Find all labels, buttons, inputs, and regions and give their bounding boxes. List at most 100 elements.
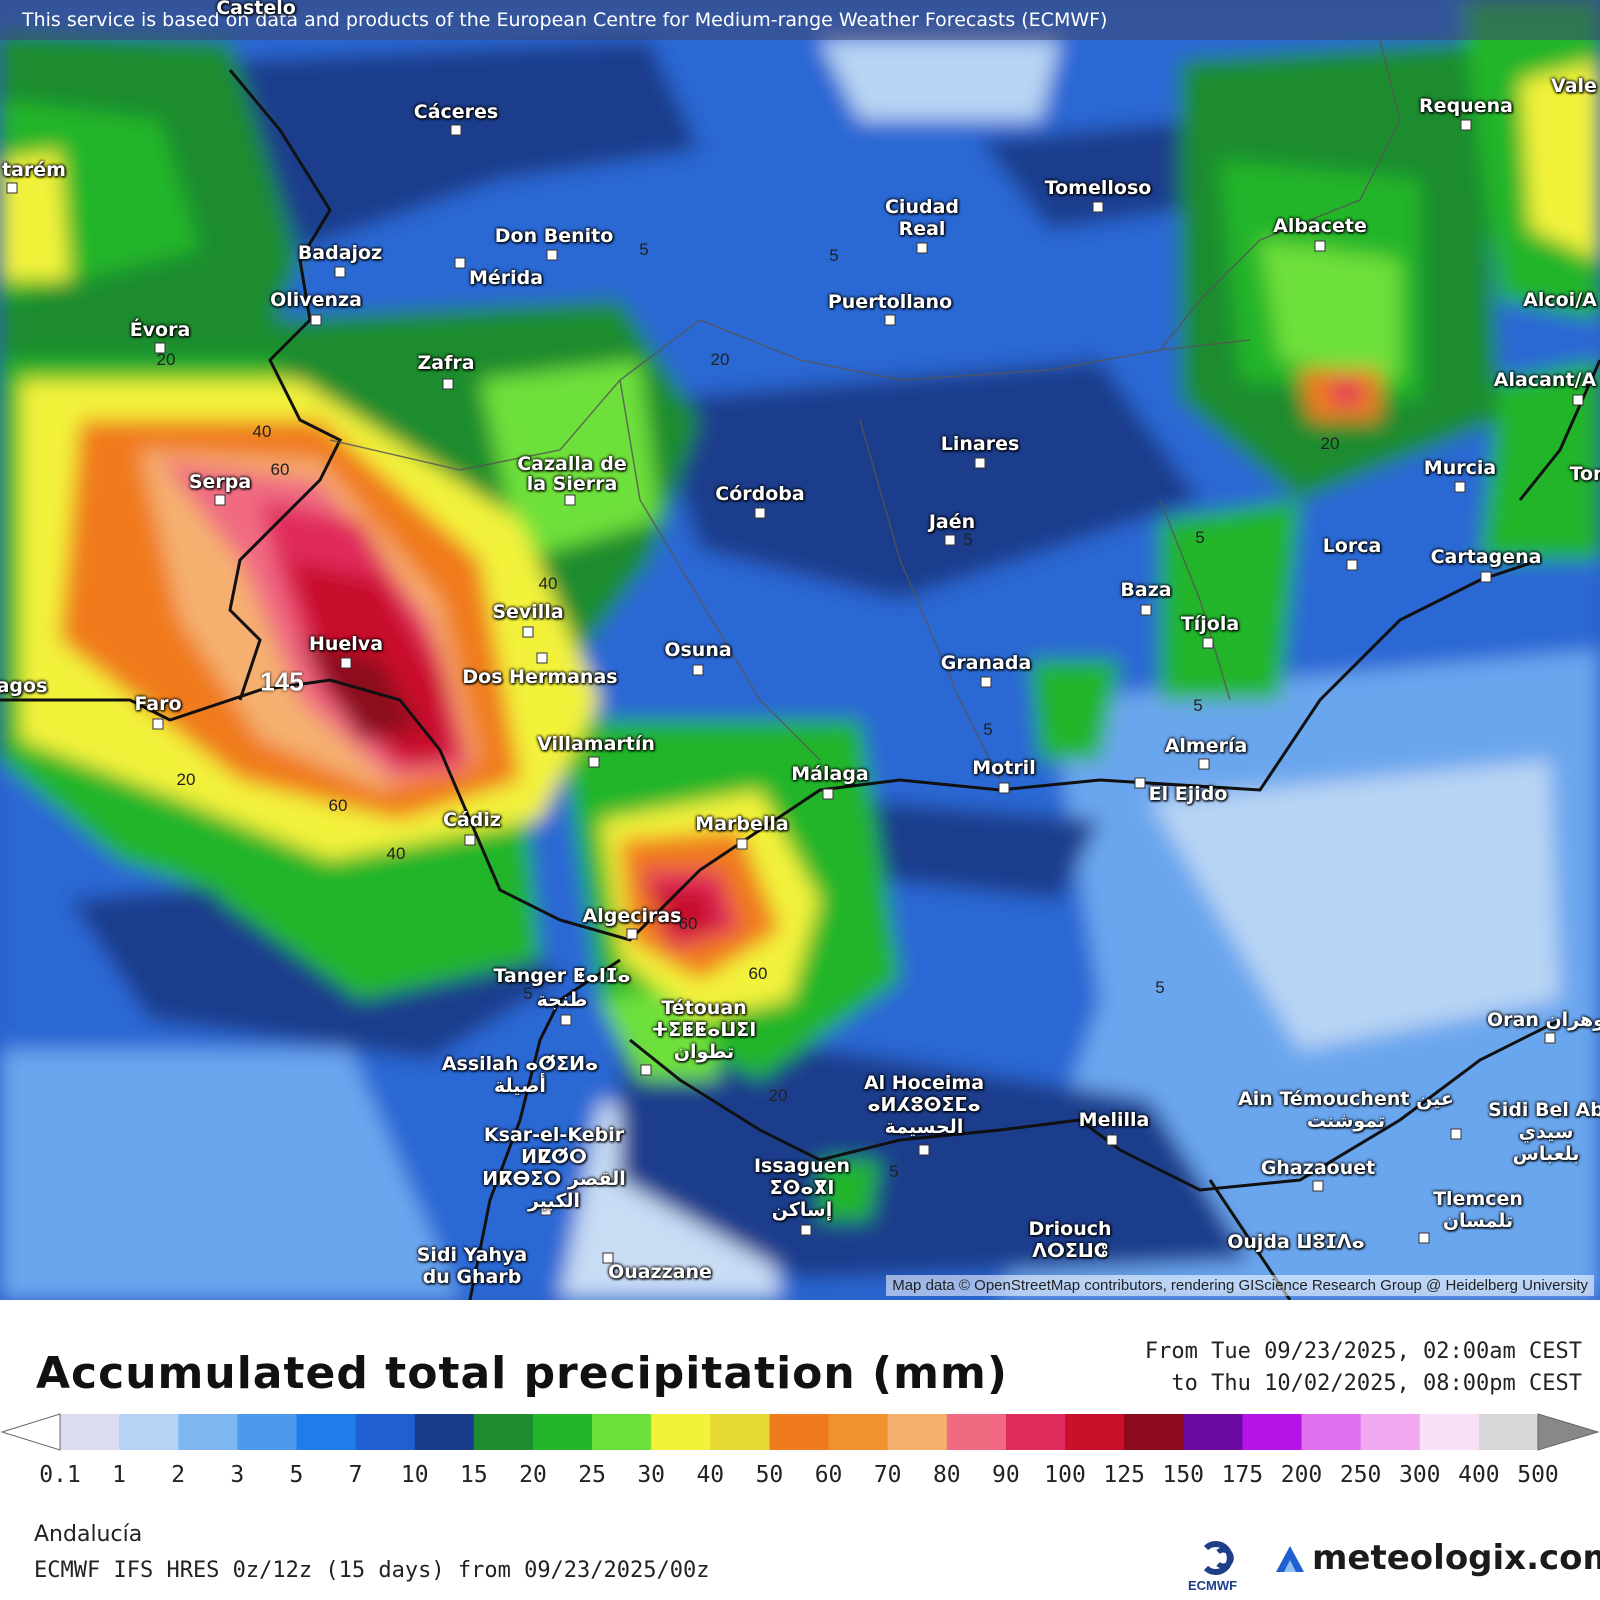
city-label: Almería bbox=[1164, 735, 1248, 757]
contour-label: 20 bbox=[710, 350, 730, 369]
city-label: Osuna bbox=[664, 639, 732, 661]
city-marker bbox=[154, 342, 166, 354]
scale-tick-label: 250 bbox=[1339, 1462, 1382, 1488]
city-marker bbox=[1450, 1128, 1462, 1140]
city-marker bbox=[334, 266, 346, 278]
scale-tick-label: 400 bbox=[1458, 1462, 1500, 1488]
contour-label: 5 bbox=[1193, 696, 1203, 715]
city-label: Ksar-el-Kebir ⵍⵇⵚⵔ ⵍⴽⴱⵉⵔ القصر الكبير bbox=[482, 1124, 626, 1212]
scale-swatch bbox=[178, 1414, 238, 1450]
scale-swatch bbox=[1183, 1414, 1243, 1450]
city-label: Sevilla bbox=[492, 601, 564, 623]
city-marker bbox=[974, 457, 986, 469]
city-marker bbox=[1544, 1032, 1556, 1044]
precipitation-map[interactable]: This service is based on data and produc… bbox=[0, 0, 1600, 1300]
scale-tick-label: 2 bbox=[171, 1462, 186, 1488]
meteologix-brand[interactable]: meteologix.com bbox=[1312, 1538, 1600, 1578]
city-marker bbox=[800, 1224, 812, 1236]
scale-tick-label: 100 bbox=[1044, 1462, 1086, 1488]
city-marker bbox=[916, 242, 928, 254]
city-marker bbox=[1092, 201, 1104, 213]
city-label: Castelo bbox=[216, 0, 296, 19]
city-marker bbox=[822, 788, 834, 800]
city-marker bbox=[588, 756, 600, 768]
scale-swatch bbox=[473, 1414, 534, 1450]
period-from: From Tue 09/23/2025, 02:00am CEST bbox=[1144, 1339, 1582, 1364]
scale-swatch bbox=[769, 1414, 830, 1450]
city-marker bbox=[340, 657, 352, 669]
city-marker bbox=[310, 314, 322, 326]
contour-label: 5 bbox=[1155, 978, 1165, 997]
city-marker bbox=[692, 664, 704, 676]
city-marker bbox=[560, 1014, 572, 1026]
scale-swatch bbox=[237, 1414, 297, 1450]
scale-swatch bbox=[296, 1414, 357, 1450]
city-marker bbox=[1572, 394, 1584, 406]
city-marker bbox=[1140, 604, 1152, 616]
color-scale-bar bbox=[0, 1413, 1600, 1451]
scale-swatch bbox=[414, 1414, 475, 1450]
contour-label: 5 bbox=[523, 984, 533, 1003]
city-label: Tíjola bbox=[1180, 613, 1240, 635]
city-marker bbox=[754, 507, 766, 519]
scale-tick-label: 300 bbox=[1398, 1462, 1441, 1488]
contour-max-label: 145 bbox=[260, 666, 304, 697]
city-label: Mérida bbox=[468, 267, 544, 289]
scale-swatch bbox=[355, 1414, 416, 1450]
meteologix-logo-icon bbox=[1276, 1546, 1304, 1572]
city-marker bbox=[1314, 240, 1326, 252]
city-label: Cádiz bbox=[443, 809, 501, 831]
city-label: Cartagena bbox=[1430, 546, 1542, 568]
scale-tick-label: 150 bbox=[1162, 1462, 1205, 1488]
city-marker bbox=[564, 494, 576, 506]
city-label: Requena bbox=[1419, 95, 1513, 117]
scale-tick-label: 40 bbox=[696, 1462, 725, 1488]
city-label: Marbella bbox=[695, 813, 789, 835]
scale-swatch bbox=[1419, 1414, 1480, 1450]
city-label: Oran وهران bbox=[1486, 1009, 1600, 1031]
contour-label: 60 bbox=[270, 460, 290, 479]
scale-swatch bbox=[532, 1414, 593, 1450]
scale-tick-label: 60 bbox=[814, 1462, 843, 1488]
city-label: Issaguen ⵉⵙⴰⴳⵏ إساكن bbox=[753, 1155, 851, 1221]
city-marker bbox=[980, 676, 992, 688]
contour-label: 20 bbox=[156, 350, 176, 369]
city-label: Vale bbox=[1551, 75, 1597, 97]
ecmwf-label: ECMWF bbox=[1188, 1578, 1238, 1593]
city-marker bbox=[1202, 637, 1214, 649]
city-label: Dos Hermanas bbox=[462, 666, 618, 688]
scale-swatch bbox=[1478, 1414, 1539, 1450]
city-marker bbox=[214, 494, 226, 506]
city-label: Tomelloso bbox=[1044, 177, 1152, 199]
scale-swatch bbox=[710, 1414, 770, 1450]
scale-tick-label: 80 bbox=[932, 1462, 961, 1488]
city-label: Villamartín bbox=[537, 733, 655, 755]
scale-swatch bbox=[1301, 1414, 1362, 1450]
scale-tick-label: 20 bbox=[519, 1462, 547, 1488]
contour-label: 60 bbox=[748, 964, 768, 983]
scale-tick-label: 90 bbox=[992, 1462, 1020, 1488]
contour-label: 40 bbox=[386, 844, 406, 863]
scale-tick-label: 0.1 bbox=[39, 1462, 81, 1488]
city-label: Don Benito bbox=[494, 225, 614, 247]
scale-swatch bbox=[887, 1414, 948, 1450]
contour-label: 20 bbox=[768, 1086, 788, 1105]
city-label: Puertollano bbox=[827, 291, 953, 313]
precipitation-field bbox=[0, 0, 1600, 1300]
city-label: Al Hoceima ⴰⵍⵃⵓⵙⵉⵎⴰ الحسيمة bbox=[863, 1072, 985, 1138]
contour-label: 60 bbox=[328, 796, 348, 815]
scale-swatch bbox=[828, 1414, 889, 1450]
city-label: tarém bbox=[2, 159, 66, 181]
city-marker bbox=[6, 182, 18, 194]
city-label: Córdoba bbox=[715, 483, 805, 505]
contour-label: 5 bbox=[963, 530, 973, 549]
city-marker bbox=[626, 928, 638, 940]
scale-arrow-high bbox=[1537, 1413, 1600, 1451]
scale-tick-label: 5 bbox=[289, 1462, 304, 1488]
scale-tick-label: 30 bbox=[637, 1462, 666, 1488]
city-marker bbox=[1454, 481, 1466, 493]
city-label: Ouazzane bbox=[608, 1261, 712, 1283]
contour-label: 40 bbox=[538, 574, 558, 593]
city-marker bbox=[1346, 559, 1358, 571]
scale-tick-label: 70 bbox=[873, 1462, 902, 1488]
